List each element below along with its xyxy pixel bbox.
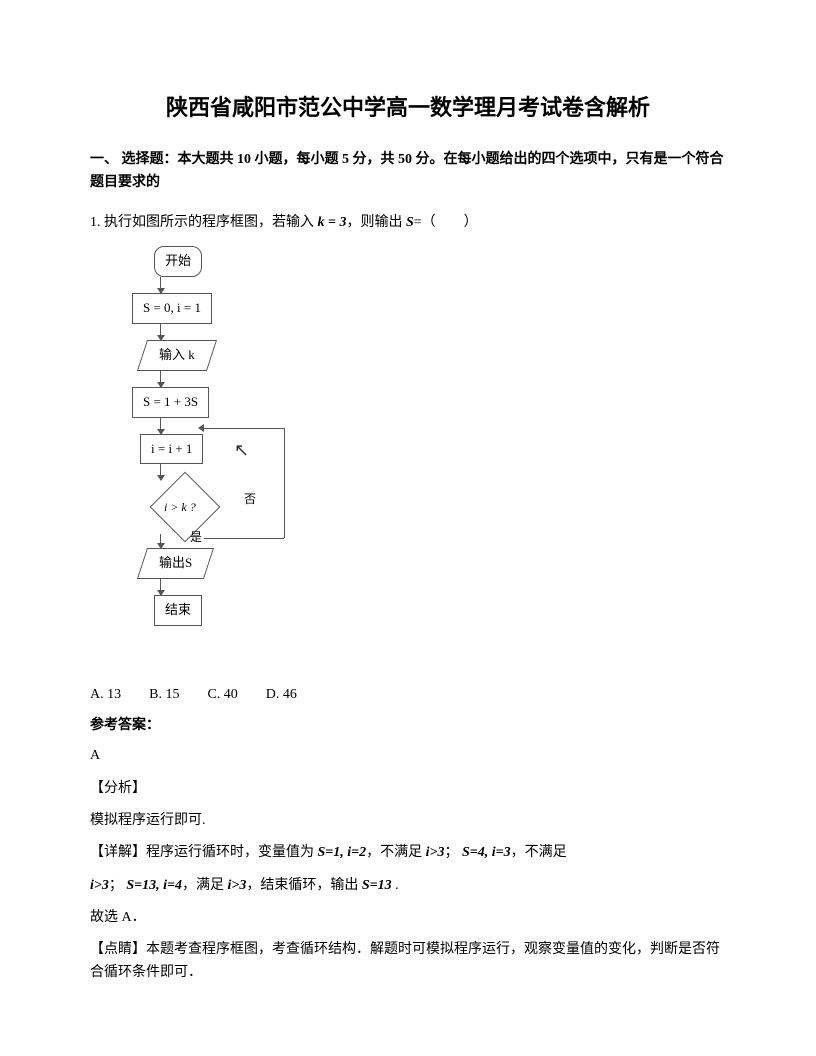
detail-text: 程序运行循环时，变量值为	[146, 845, 318, 860]
answer-header: 参考答案：	[90, 715, 726, 737]
analysis-text: 模拟程序运行即可.	[90, 810, 726, 832]
answer-letter: A	[90, 745, 726, 767]
arrow-icon	[160, 579, 161, 595]
formula: i>3	[228, 878, 247, 893]
arrow-icon	[160, 277, 161, 293]
dianjing-label: 【点睛】	[90, 942, 146, 957]
question-1: 1. 执行如图所示的程序框图，若输入 k = 3，则输出 S=（ ）	[90, 212, 726, 234]
flow-step1: S = 1 + 3S	[132, 387, 209, 418]
page-title: 陕西省咸阳市范公中学高一数学理月考试卷含解析	[90, 90, 726, 125]
flow-init: S = 0, i = 1	[132, 293, 212, 324]
var-s: S	[406, 215, 414, 230]
flow-start: 开始	[154, 246, 202, 277]
analysis-label: 【分析】	[90, 778, 726, 800]
question-middle: ，则输出	[346, 215, 406, 230]
flow-output: 输出S	[137, 548, 214, 579]
formula: i>3	[426, 845, 445, 860]
dianjing-text: 本题考查程序框图，考查循环结构．解题时可模拟程序运行，观察变量值的变化，判断是否…	[90, 942, 720, 979]
flowchart: 开始 S = 0, i = 1 输入 k S = 1 + 3S i = i + …	[90, 246, 726, 676]
options: A. 13 B. 15 C. 40 D. 46	[90, 684, 726, 706]
arrow-icon	[160, 324, 161, 340]
label-yes: 是	[190, 528, 202, 547]
detail-text: ，不满足	[366, 845, 426, 860]
detail-text: ；	[445, 845, 463, 860]
detail-text: ；	[109, 878, 127, 893]
question-suffix: =（ ）	[414, 215, 478, 230]
conclusion: 故选 A．	[90, 907, 726, 929]
formula: S=13	[362, 878, 392, 893]
section-header: 一、 选择题：本大题共 10 小题，每小题 5 分，共 50 分。在每小题给出的…	[90, 149, 726, 194]
question-prefix: 1. 执行如图所示的程序框图，若输入	[90, 215, 318, 230]
formula: S=4, i=3	[462, 845, 511, 860]
arrow-icon	[160, 418, 161, 434]
loop-line	[220, 428, 290, 558]
detail-line2: i>3； S=13, i=4，满足 i>3，结束循环，输出 S=13 .	[90, 875, 726, 897]
detail-text: ，满足	[182, 878, 228, 893]
dianjing: 【点睛】本题考查程序框图，考查循环结构．解题时可模拟程序运行，观察变量值的变化，…	[90, 939, 726, 984]
flow-decision: i > k ?	[164, 498, 196, 517]
flow-step2: i = i + 1	[140, 434, 203, 465]
flow-input: 输入 k	[137, 340, 217, 371]
detail-label: 【详解】	[90, 845, 146, 860]
arrow-icon	[160, 464, 161, 480]
formula: S=1, i=2	[318, 845, 367, 860]
detail-text: ，不满足	[511, 845, 567, 860]
formula: i>3	[90, 878, 109, 893]
formula: S=13, i=4	[126, 878, 182, 893]
formula-k: k = 3	[318, 215, 347, 230]
detail-line1: 【详解】程序运行循环时，变量值为 S=1, i=2，不满足 i>3； S=4, …	[90, 842, 726, 864]
arrow-icon	[160, 371, 161, 387]
detail-text: ，结束循环，输出	[246, 878, 362, 893]
flow-end: 结束	[154, 595, 202, 626]
detail-text: .	[392, 878, 399, 893]
arrow-icon	[160, 534, 161, 548]
